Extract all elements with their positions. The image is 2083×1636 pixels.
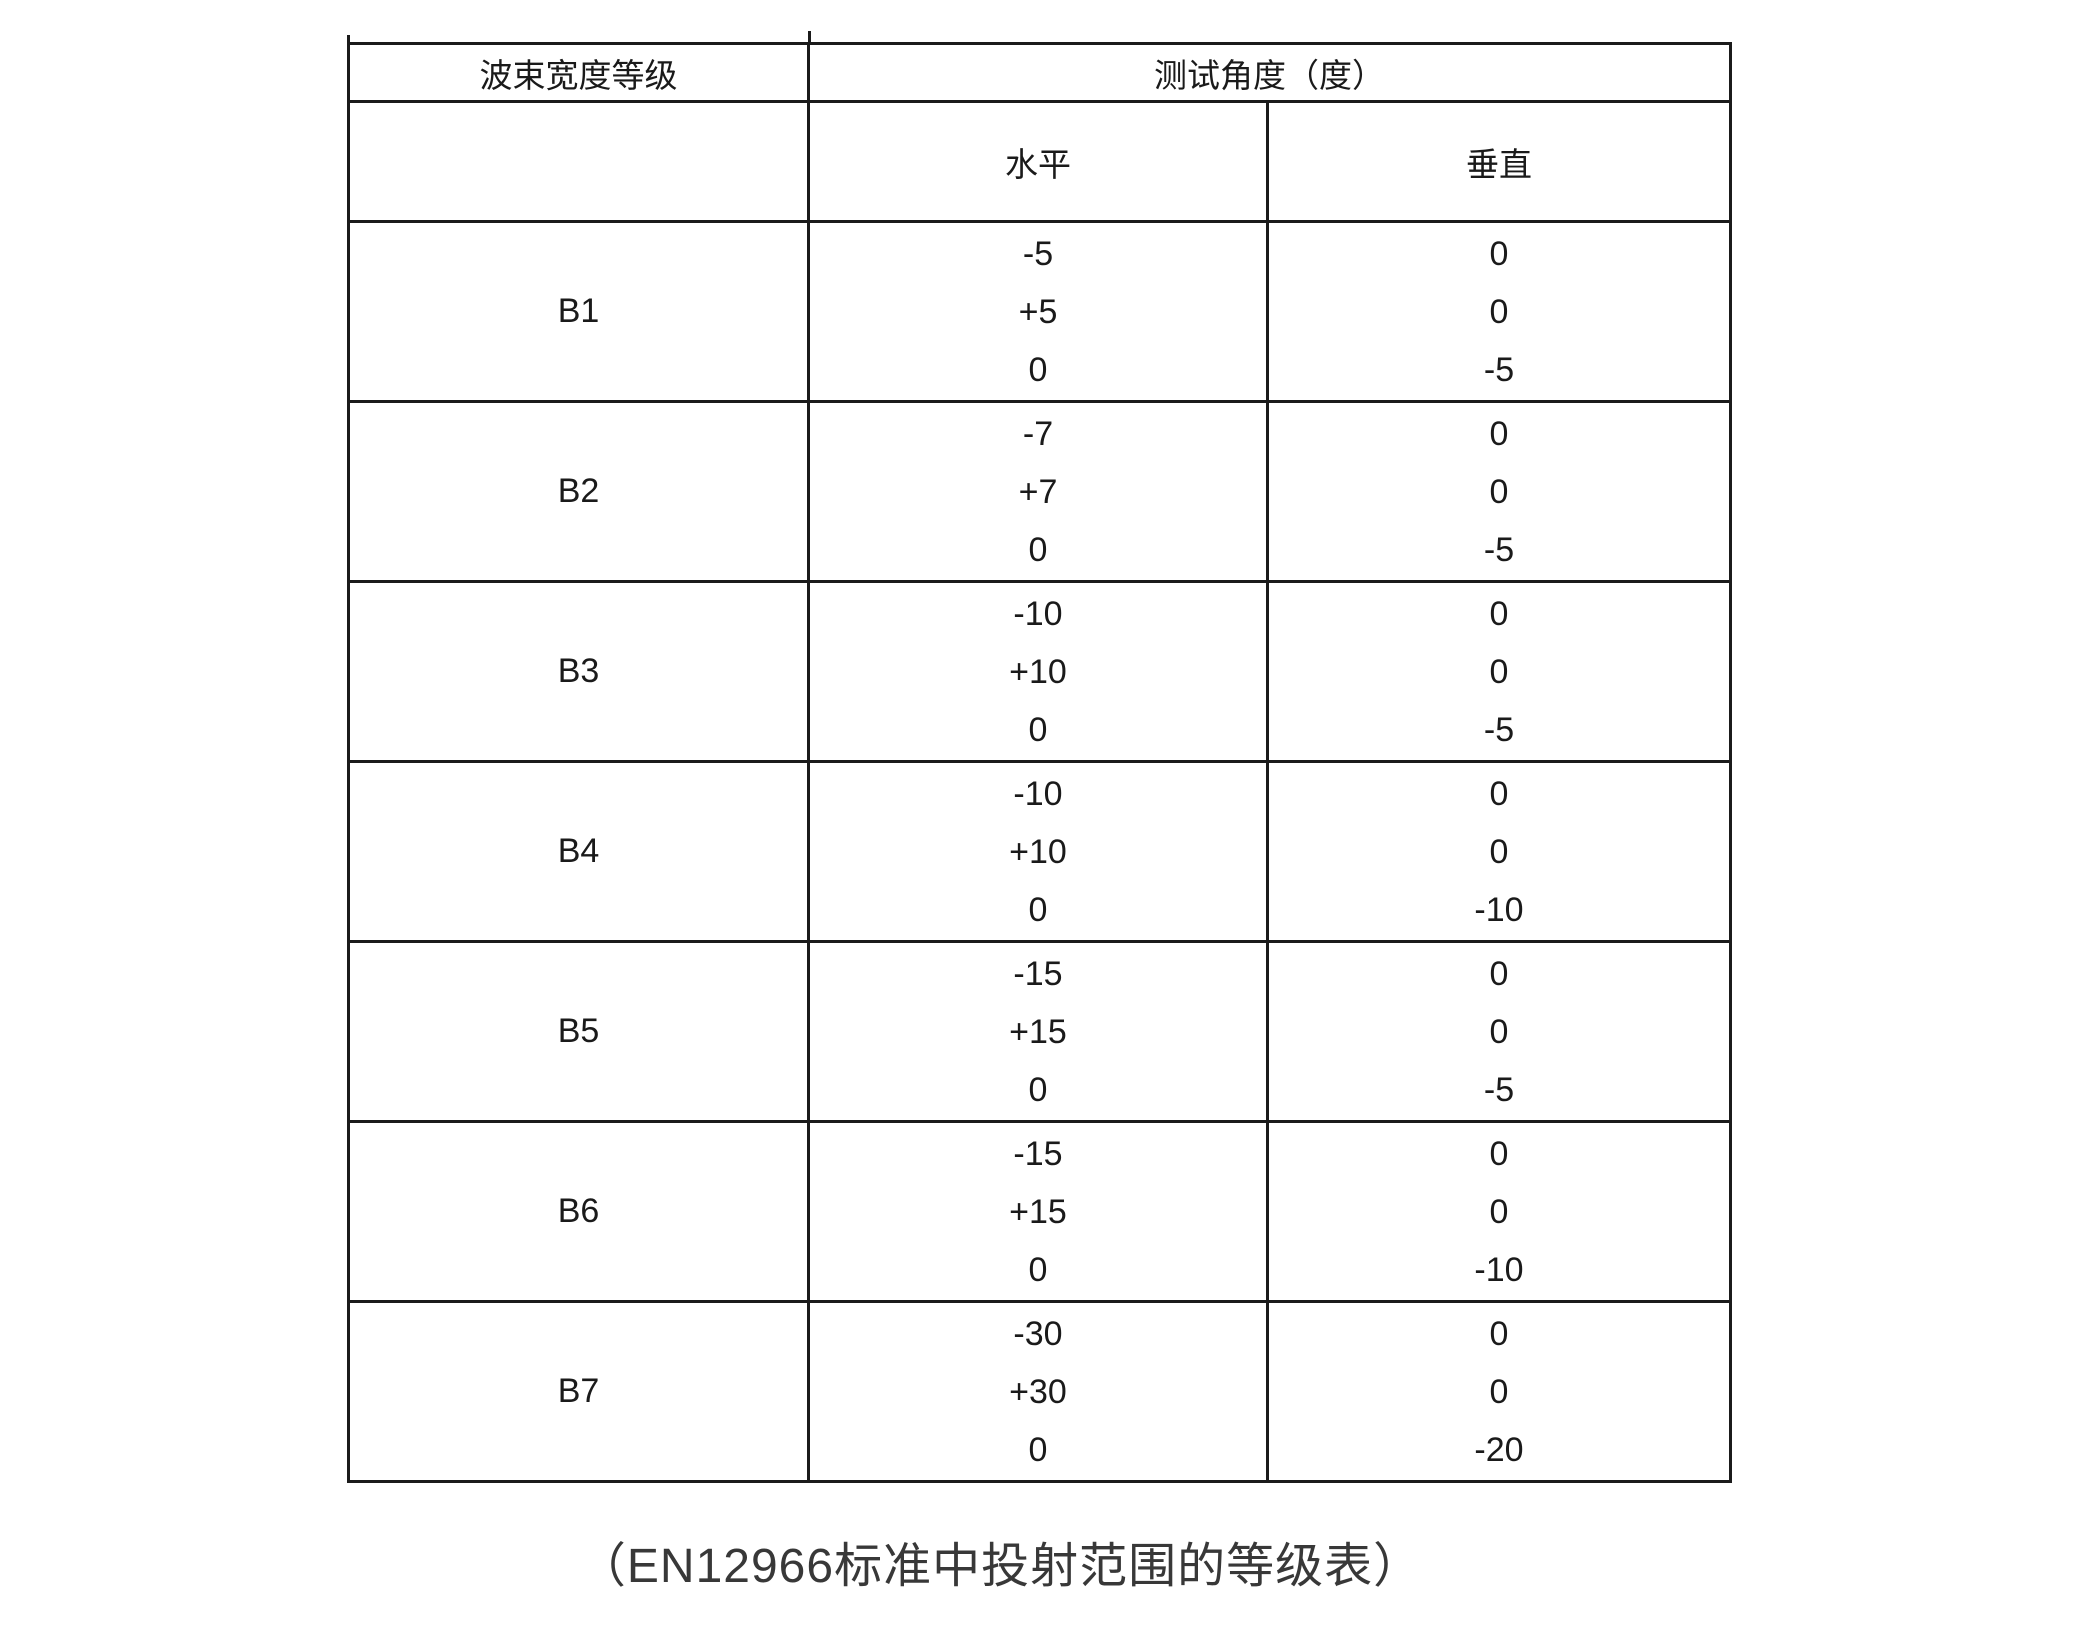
horizontal-value: -5 — [1022, 234, 1054, 273]
vertical-value: 0 — [1489, 832, 1509, 871]
grade-label: B2 — [557, 472, 600, 510]
horizontal-value: 0 — [1028, 1250, 1048, 1289]
table-caption: （EN12966标准中投射范围的等级表） — [577, 1540, 1423, 1593]
grade-cell: B5 — [347, 940, 810, 1123]
table-row-b6: B6 -15 +15 0 0 0 -10 — [347, 1120, 1732, 1303]
horizontal-value: 0 — [1028, 350, 1048, 389]
vertical-value: -5 — [1483, 710, 1515, 749]
table-top-left-tick — [347, 35, 350, 45]
horizontal-value: -7 — [1022, 414, 1054, 453]
horizontal-value: -10 — [1013, 594, 1063, 633]
header-angle-cell: 测试角度（度） — [807, 42, 1732, 103]
table-subheader-row: 水平 垂直 — [347, 100, 1732, 223]
table-row-b5: B5 -15 +15 0 0 0 -5 — [347, 940, 1732, 1123]
horizontal-value: +10 — [1009, 832, 1067, 871]
grade-cell: B6 — [347, 1120, 810, 1303]
grade-label: B3 — [557, 652, 600, 690]
vertical-value: 0 — [1489, 1012, 1509, 1051]
vertical-cell: 0 0 -5 — [1266, 940, 1732, 1123]
horizontal-value: +30 — [1009, 1372, 1067, 1411]
grade-label: B7 — [557, 1372, 600, 1410]
horizontal-value: -15 — [1013, 1134, 1063, 1173]
table-row-b3: B3 -10 +10 0 0 0 -5 — [347, 580, 1732, 763]
horizontal-cell: -30 +30 0 — [807, 1300, 1269, 1483]
vertical-value: 0 — [1489, 1134, 1509, 1173]
grade-label: B5 — [557, 1012, 600, 1050]
vertical-value: 0 — [1489, 1314, 1509, 1353]
horizontal-value: 0 — [1028, 710, 1048, 749]
vertical-cell: 0 0 -10 — [1266, 1120, 1732, 1303]
vertical-cell: 0 0 -10 — [1266, 760, 1732, 943]
vertical-value: 0 — [1489, 414, 1509, 453]
grade-cell: B2 — [347, 400, 810, 583]
vertical-cell: 0 0 -5 — [1266, 580, 1732, 763]
horizontal-value: +10 — [1009, 652, 1067, 691]
horizontal-value: -30 — [1013, 1314, 1063, 1353]
grade-cell: B7 — [347, 1300, 810, 1483]
vertical-value: 0 — [1489, 292, 1509, 331]
horizontal-value: +5 — [1018, 292, 1058, 331]
vertical-value: -20 — [1474, 1430, 1524, 1469]
vertical-value: 0 — [1489, 1372, 1509, 1411]
vertical-cell: 0 0 -5 — [1266, 220, 1732, 403]
beamwidth-grade-table: 波束宽度等级 测试角度（度） 水平 垂直 B1 -5 +5 0 — [347, 42, 1732, 1483]
subheader-empty-cell — [347, 100, 810, 223]
horizontal-cell: -15 +15 0 — [807, 940, 1269, 1123]
grade-label: B6 — [557, 1192, 600, 1230]
vertical-value: 0 — [1489, 472, 1509, 511]
horizontal-value: 0 — [1028, 1430, 1048, 1469]
grade-cell: B1 — [347, 220, 810, 403]
subheader-vertical-cell: 垂直 — [1266, 100, 1732, 223]
grade-cell: B4 — [347, 760, 810, 943]
table-row-b2: B2 -7 +7 0 0 0 -5 — [347, 400, 1732, 583]
grade-cell: B3 — [347, 580, 810, 763]
horizontal-value: -10 — [1013, 774, 1063, 813]
table-row-b7: B7 -30 +30 0 0 0 -20 — [347, 1300, 1732, 1483]
vertical-value: 0 — [1489, 594, 1509, 633]
horizontal-value: 0 — [1028, 530, 1048, 569]
horizontal-cell: -5 +5 0 — [807, 220, 1269, 403]
table-top-divider-tick — [808, 31, 811, 45]
vertical-value: 0 — [1489, 652, 1509, 691]
vertical-value: 0 — [1489, 1192, 1509, 1231]
horizontal-cell: -15 +15 0 — [807, 1120, 1269, 1303]
vertical-value: 0 — [1489, 954, 1509, 993]
header-grade-cell: 波束宽度等级 — [347, 42, 810, 103]
grade-label: B1 — [557, 292, 600, 330]
vertical-value: -5 — [1483, 350, 1515, 389]
vertical-value: -5 — [1483, 1070, 1515, 1109]
horizontal-cell: -7 +7 0 — [807, 400, 1269, 583]
table-row-b4: B4 -10 +10 0 0 0 -10 — [347, 760, 1732, 943]
vertical-value: 0 — [1489, 774, 1509, 813]
vertical-value: -10 — [1474, 1250, 1524, 1289]
subheader-horizontal-cell: 水平 — [807, 100, 1269, 223]
table-header-row: 波束宽度等级 测试角度（度） — [347, 42, 1732, 103]
vertical-cell: 0 0 -5 — [1266, 400, 1732, 583]
horizontal-value: -15 — [1013, 954, 1063, 993]
horizontal-cell: -10 +10 0 — [807, 580, 1269, 763]
horizontal-cell: -10 +10 0 — [807, 760, 1269, 943]
grade-label: B4 — [557, 832, 600, 870]
vertical-cell: 0 0 -20 — [1266, 1300, 1732, 1483]
vertical-value: -5 — [1483, 530, 1515, 569]
horizontal-value: 0 — [1028, 1070, 1048, 1109]
horizontal-value: +15 — [1009, 1012, 1067, 1051]
horizontal-value: 0 — [1028, 890, 1048, 929]
vertical-value: 0 — [1489, 234, 1509, 273]
table-row-b1: B1 -5 +5 0 0 0 -5 — [347, 220, 1732, 403]
vertical-value: -10 — [1474, 890, 1524, 929]
horizontal-value: +15 — [1009, 1192, 1067, 1231]
horizontal-value: +7 — [1018, 472, 1058, 511]
